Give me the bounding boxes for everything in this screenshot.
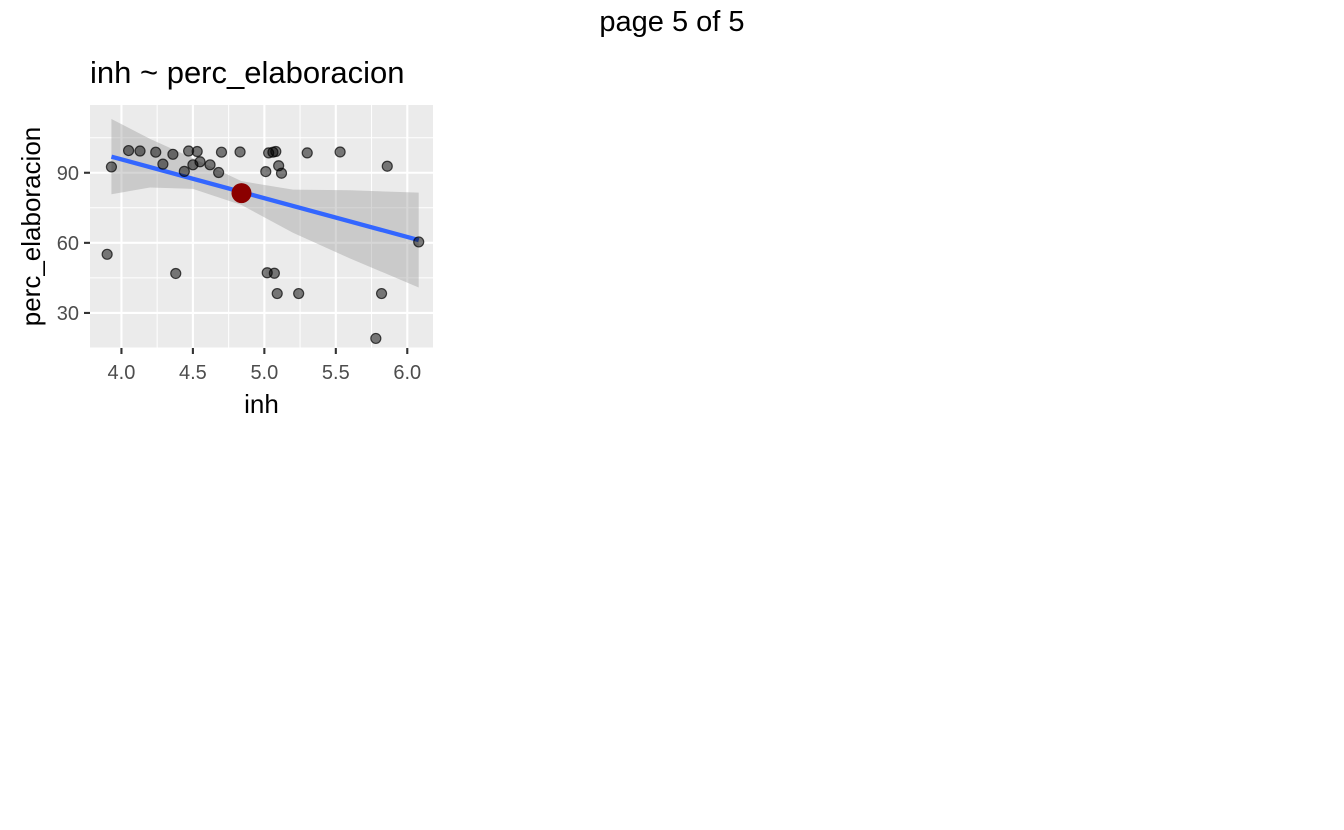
data-point [204,159,216,171]
chart-title: inh ~ perc_elaboracion [90,55,405,90]
data-point [334,146,346,158]
data-point [134,145,146,157]
y-axis-ticks: 30 60 90 [57,163,90,325]
x-tick-label: 4.0 [108,362,136,384]
x-axis-title: inh [244,389,279,419]
page-indicator: page 5 of 5 [599,6,745,38]
x-tick-label: 5.5 [322,362,350,384]
data-point [413,236,425,248]
data-point [191,145,203,158]
data-point [167,148,179,160]
data-point [215,146,228,158]
data-point [213,166,225,179]
data-point [301,147,313,159]
data-point [194,156,206,168]
data-point [101,248,113,260]
data-point [275,167,288,179]
data-point [170,267,182,280]
highlight-point [231,183,252,204]
data-point [270,145,282,158]
data-point [370,332,382,345]
data-point [260,165,272,178]
regression-line [110,154,420,243]
data-point [122,144,135,157]
data-point [234,146,246,158]
data-point [150,146,162,158]
data-point [178,165,190,177]
x-tick-label: 5.0 [250,362,278,384]
data-point [381,160,393,172]
x-axis-ticks: 4.0 4.5 5.0 5.5 6.0 [108,348,421,384]
minor-gridlines [90,105,433,349]
data-point [293,287,305,300]
data-point [157,158,169,170]
confidence-band [111,119,419,288]
data-point [268,267,280,279]
y-axis-title: perc_elaboracion [16,127,46,326]
y-tick-label: 30 [57,303,79,325]
y-tick-label: 90 [57,163,79,185]
x-tick-label: 4.5 [179,362,207,384]
data-point [105,161,118,173]
data-point [375,287,388,300]
x-tick-label: 6.0 [393,362,421,384]
y-tick-label: 60 [57,233,79,255]
data-point [271,287,283,300]
data-points [101,144,425,345]
